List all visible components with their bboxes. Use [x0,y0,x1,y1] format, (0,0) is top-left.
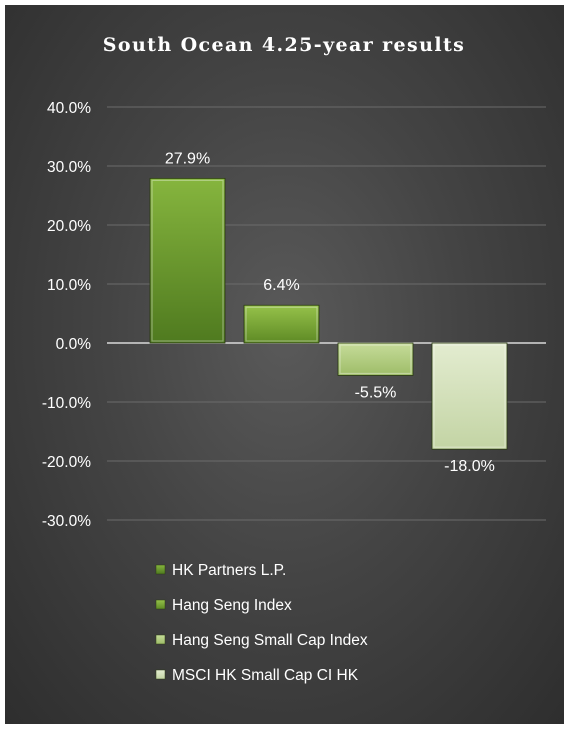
bar [431,342,508,450]
bar-bevel [433,344,506,448]
y-axis-ticks: 40.0% 30.0% 20.0% 10.0% 0.0% -10.0% -20.0% -30.… [42,100,91,530]
legend-label: HK Partners L.P. [172,562,286,579]
legend-swatch [155,564,166,575]
y-tick-label: -10.0% [42,395,91,412]
data-label: 27.9% [165,150,210,167]
legend-swatch [155,634,166,645]
y-tick-label: 20.0% [47,218,91,235]
legend-swatch [155,599,166,610]
data-labels: 27.9% 6.4% -5.5% -18.0% [165,150,495,475]
data-label: -5.5% [355,384,397,401]
legend-label: MSCI HK Small Cap CI HK [172,667,359,684]
y-tick-label: 0.0% [56,336,92,353]
chart-title: South Ocean 4.25-year results [103,34,466,56]
legend-label: Hang Seng Index [172,597,292,614]
bar-bevel [151,179,224,342]
bar [149,177,226,344]
bars [149,177,508,450]
bar-bevel [245,306,318,342]
y-tick-label: 10.0% [47,277,91,294]
legend: HK Partners L.P. Hang Seng Index Hang Seng… [155,562,368,684]
bar-bevel [339,344,412,375]
y-tick-label: -30.0% [42,513,91,530]
data-label: 6.4% [263,277,299,294]
bar [243,304,320,344]
legend-swatch [155,669,166,680]
y-tick-label: 40.0% [47,100,91,117]
legend-label: Hang Seng Small Cap Index [172,632,368,649]
chart-svg: South Ocean 4.25-year results 40.0% 30.0%… [42,34,546,684]
bar [337,342,414,376]
chart-area: South Ocean 4.25-year results 40.0% 30.0%… [5,5,564,724]
y-tick-label: 30.0% [47,159,91,176]
y-tick-label: -20.0% [42,454,91,471]
data-label: -18.0% [444,458,495,475]
